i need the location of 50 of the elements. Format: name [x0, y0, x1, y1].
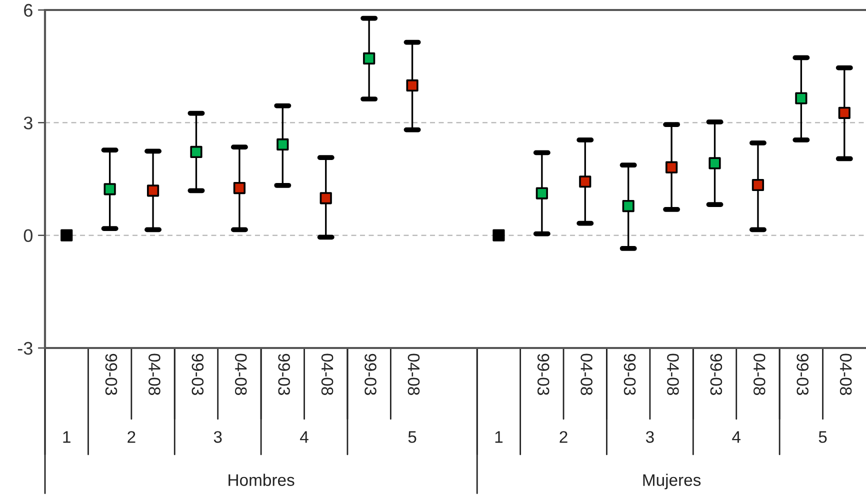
- x-tick-label: 99-03: [105, 354, 118, 395]
- x-tick-label: 04-08: [580, 354, 592, 395]
- text: 5: [818, 431, 827, 443]
- x-tick-label: 04-08: [234, 354, 247, 395]
- point: [146, 184, 160, 197]
- x-tick-label: 99-03: [192, 354, 204, 395]
- text: 4: [732, 431, 741, 443]
- point: [320, 192, 332, 204]
- x-tick-label: 99-03: [278, 354, 290, 395]
- x-tick-label: 04-08: [754, 354, 766, 395]
- x-tick-label: 04-08: [321, 354, 334, 395]
- point: [838, 106, 850, 119]
- text: 3: [646, 431, 654, 443]
- point: [795, 92, 808, 104]
- point: [536, 187, 548, 200]
- text: Hombres: [228, 474, 294, 486]
- y-tick-label: 0: [24, 229, 32, 242]
- x-tick-label: 99-03: [537, 354, 550, 395]
- text: 1: [63, 431, 70, 443]
- point: [104, 183, 116, 196]
- x-tick-label: 04-08: [840, 354, 852, 395]
- text: 2: [128, 431, 136, 443]
- x-tick-label: 04-08: [148, 354, 160, 395]
- text: 3: [214, 431, 222, 443]
- point: [752, 178, 764, 192]
- x-tick-label: 99-03: [624, 354, 636, 395]
- x-tick-label: 99-03: [796, 354, 809, 395]
- y-tick-label: 3: [24, 116, 32, 130]
- point: [363, 52, 376, 64]
- point: [708, 157, 721, 170]
- point: [406, 79, 418, 92]
- x-tick-label: 99-03: [710, 354, 722, 395]
- point: [579, 176, 592, 188]
- text: 4: [300, 431, 308, 443]
- x-tick-label: 04-08: [408, 354, 420, 395]
- point: [233, 182, 246, 194]
- point: [666, 161, 678, 174]
- text: Mujeres: [643, 474, 701, 490]
- y-tick-label: -3: [18, 342, 32, 355]
- x-tick-label: 04-08: [667, 354, 679, 395]
- point: [190, 146, 202, 158]
- x-tick-label: 99-03: [364, 354, 376, 395]
- point: [622, 200, 634, 212]
- y-tick-label: 6: [24, 4, 32, 17]
- text: 1: [495, 431, 503, 443]
- text: 5: [408, 431, 416, 443]
- point: [60, 229, 73, 242]
- point: [492, 229, 505, 242]
- point: [276, 138, 289, 151]
- text: 2: [560, 431, 568, 443]
